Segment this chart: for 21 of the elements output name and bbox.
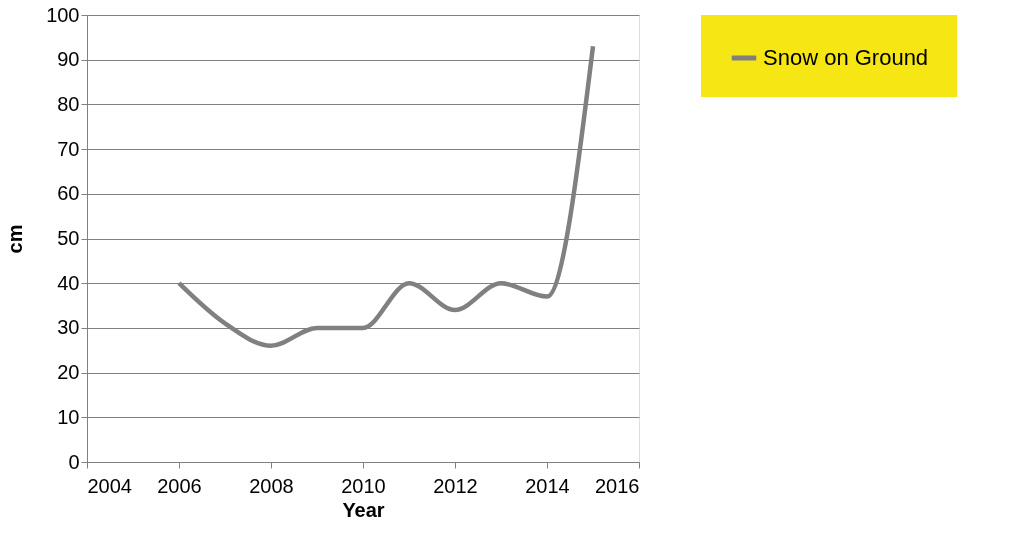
x-tick-label: 2010 [341, 474, 386, 497]
x-tick-label: 2006 [157, 474, 202, 497]
x-axis-title: Year [342, 498, 385, 521]
y-tick-label: 80 [57, 92, 80, 115]
x-tick-label: 2008 [249, 474, 294, 497]
y-tick-label: 0 [68, 450, 80, 473]
y-tick-label: 30 [57, 316, 80, 339]
x-tick-label: 2014 [525, 474, 570, 497]
y-tick-label: 100 [46, 3, 80, 26]
y-tick-label: 20 [57, 361, 80, 384]
y-tick-label: 10 [57, 405, 80, 428]
y-tick-label: 60 [57, 182, 80, 205]
y-axis-title: cm [4, 224, 27, 254]
x-tick-label: 2004 [87, 474, 132, 497]
y-tick-label: 50 [57, 227, 80, 249]
x-tick-label: 2012 [433, 474, 478, 497]
y-tick-label: 90 [57, 48, 80, 71]
legend-label: Snow on Ground [763, 45, 929, 70]
y-tick-label: 70 [57, 137, 80, 160]
x-tick-label: 2016 [595, 474, 640, 497]
y-tick-label: 40 [57, 271, 80, 294]
